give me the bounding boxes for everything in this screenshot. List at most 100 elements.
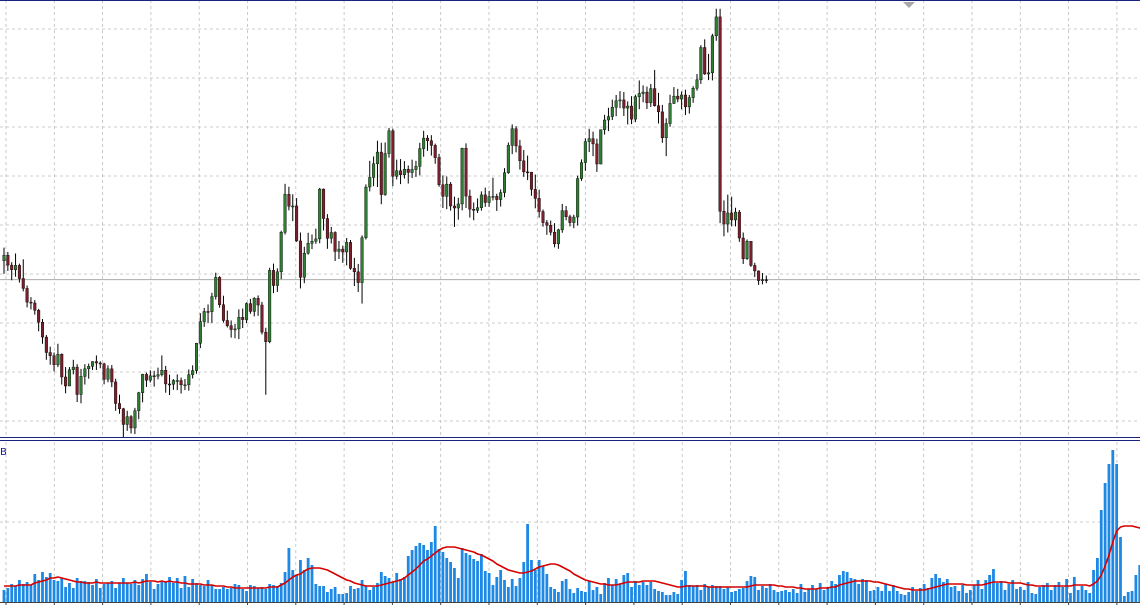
volume-bar — [287, 548, 291, 602]
volume-bar — [741, 588, 745, 602]
candle-body — [714, 16, 718, 37]
candle-body — [148, 375, 152, 381]
candle-body — [322, 188, 326, 219]
volume-bar — [202, 586, 206, 602]
candle-body — [591, 138, 595, 145]
candle-body — [352, 268, 356, 273]
candle-body — [368, 177, 372, 188]
volume-bar — [426, 550, 429, 602]
candle-body — [48, 352, 52, 356]
volume-bar — [618, 584, 622, 602]
candle-body — [741, 237, 745, 259]
candle-body — [479, 194, 483, 208]
volume-bar — [622, 575, 626, 602]
volume-bar — [980, 589, 984, 602]
candle-body — [429, 140, 433, 146]
volume-bar — [557, 592, 560, 602]
volume-bar — [118, 583, 121, 602]
volume-bar — [506, 587, 510, 602]
candle-body — [726, 212, 730, 225]
volume-bar — [784, 590, 787, 602]
chart-shift-marker-icon[interactable] — [903, 2, 915, 8]
volume-bar — [753, 577, 757, 602]
volume-bar — [580, 591, 583, 602]
volume-bar — [295, 575, 298, 602]
volume-pane-bars — [2, 450, 1140, 602]
volume-bar — [214, 589, 218, 602]
candle-body — [133, 410, 137, 429]
volume-bar — [480, 554, 483, 602]
volume-bar — [522, 562, 526, 602]
candle-body — [587, 138, 591, 142]
volume-bar — [560, 581, 564, 602]
volume-bar — [272, 585, 275, 602]
volume-bar — [102, 584, 106, 602]
candle-body — [64, 376, 68, 387]
volume-bar — [433, 526, 437, 602]
volume-bar — [2, 590, 6, 602]
candle-body — [372, 163, 376, 178]
volume-bar — [857, 584, 861, 602]
candle-body — [206, 311, 210, 313]
candle-body — [318, 188, 322, 240]
candle-body — [214, 277, 218, 297]
volume-bar — [861, 579, 864, 602]
volume-bar — [888, 591, 891, 602]
candle-body — [325, 218, 329, 239]
candle-body — [144, 374, 148, 381]
volume-bar — [456, 578, 460, 602]
candle-body — [610, 107, 614, 117]
volume-bar — [1053, 585, 1057, 602]
volume-bar — [406, 556, 410, 602]
price-pane-grid — [0, 0, 1140, 437]
volume-bar — [1126, 592, 1130, 602]
volume-bar — [98, 588, 102, 602]
candle-body — [229, 325, 233, 330]
volume-bar — [1057, 582, 1061, 602]
candle-body — [687, 97, 691, 108]
candle-body — [441, 184, 445, 197]
volume-bar — [988, 575, 991, 602]
volume-bar — [553, 589, 556, 602]
volume-bar — [198, 585, 202, 602]
volume-bar — [780, 591, 784, 602]
volume-bar — [637, 585, 641, 602]
volume-bar — [1015, 589, 1018, 602]
volume-bar — [191, 579, 195, 602]
candle-body — [298, 240, 302, 278]
volume-bar — [865, 580, 868, 602]
volume-bar — [495, 577, 499, 602]
candle-body — [248, 303, 252, 312]
volume-bar — [168, 577, 171, 602]
volume-bar — [29, 585, 33, 602]
volume-bar — [206, 580, 210, 602]
candle-body — [202, 311, 206, 322]
volume-bar — [630, 587, 633, 602]
volume-bar — [10, 584, 14, 602]
volume-bar — [764, 588, 768, 602]
candle-body — [345, 242, 349, 253]
candle-body — [264, 331, 268, 342]
volume-bar — [499, 570, 503, 602]
volume-bar — [1069, 593, 1072, 602]
volume-bar — [734, 591, 737, 602]
volume-bar — [1080, 586, 1084, 602]
candle-body — [117, 403, 121, 409]
candle-body — [87, 366, 91, 370]
candle-body — [495, 196, 499, 200]
candle-body — [595, 143, 599, 165]
volume-bar — [252, 586, 256, 602]
candle-body — [518, 145, 522, 162]
candle-body — [129, 416, 133, 429]
volume-bar — [795, 593, 799, 602]
candle-body — [356, 271, 360, 283]
volume-bar — [768, 584, 772, 602]
volume-bar — [25, 582, 29, 602]
volume-bar — [256, 588, 260, 602]
candle-body — [260, 304, 264, 333]
volume-bar — [1022, 590, 1026, 602]
volume-bar — [572, 593, 576, 602]
candle-body — [472, 208, 476, 211]
